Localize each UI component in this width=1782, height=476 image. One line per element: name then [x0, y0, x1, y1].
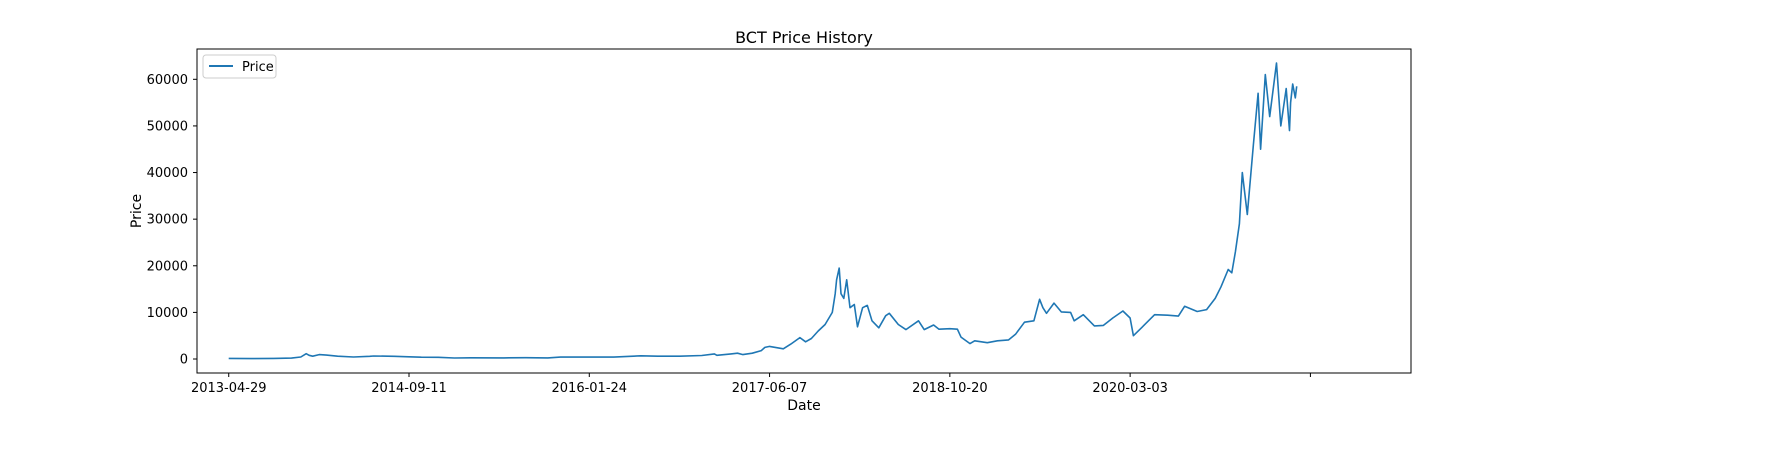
legend: Price: [202, 54, 277, 79]
x-axis-title: Date: [787, 398, 820, 414]
x-tick-label: 2018-10-20: [912, 381, 988, 396]
y-tick-label: 60000: [147, 73, 188, 88]
y-tick-label: 30000: [147, 213, 188, 228]
x-axis: 2013-04-29 2014-09-11 2016-01-24 2017-06-07…: [191, 373, 1311, 396]
x-tick-label: 2013-04-29: [191, 381, 267, 396]
legend-box: [202, 54, 277, 79]
x-tick-label: 2020-03-03: [1092, 381, 1168, 396]
y-tick-label: 40000: [147, 166, 188, 181]
y-axis-title: Price: [129, 194, 145, 228]
y-tick-label: 20000: [147, 259, 188, 274]
x-tick-label: 2014-09-11: [371, 381, 447, 396]
x-tick-label: 2016-01-24: [552, 381, 628, 396]
series-layer: [228, 62, 1298, 360]
series-line-price: [228, 62, 1298, 360]
y-axis: 0 10000 20000 30000 40000 50000 60000: [147, 73, 197, 368]
chart-title: BCT Price History: [735, 28, 873, 47]
y-tick-label: 50000: [147, 119, 188, 134]
y-tick-label: 0: [180, 353, 188, 368]
x-tick-label: 2017-06-07: [732, 381, 808, 396]
plot-frame: [196, 48, 1412, 374]
y-tick-label: 10000: [147, 306, 188, 321]
legend-label: Price: [242, 60, 274, 75]
